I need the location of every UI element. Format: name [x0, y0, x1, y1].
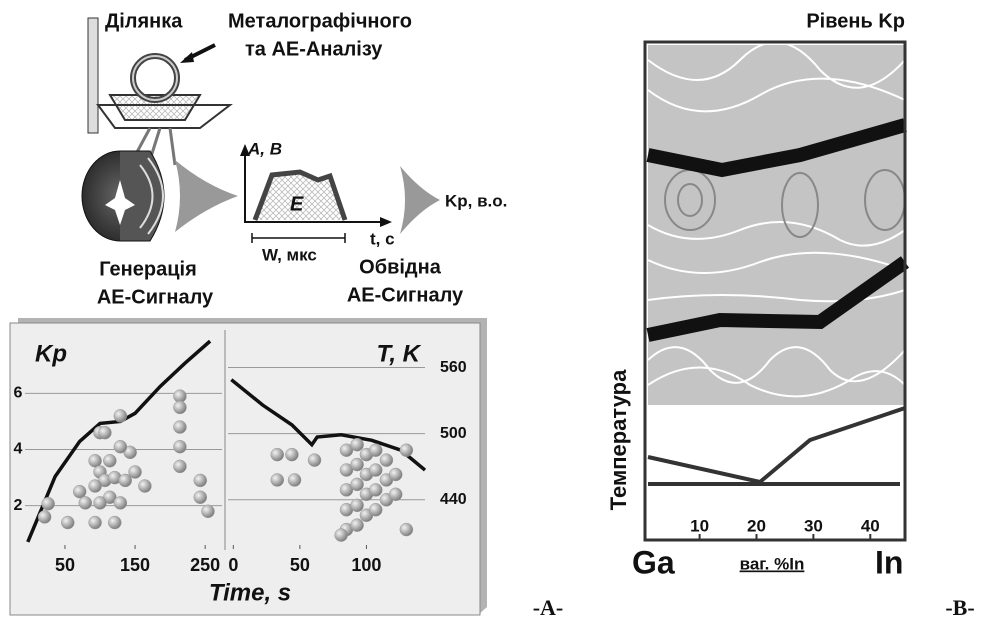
- data-point: [308, 454, 321, 467]
- data-point: [173, 401, 186, 414]
- data-point: [285, 448, 298, 461]
- data-point: [369, 464, 382, 477]
- x-tick-label: 100: [351, 555, 381, 575]
- data-point: [114, 440, 127, 453]
- x-tick-label: 30: [804, 516, 823, 535]
- label: АЕ-Сигналу: [97, 286, 214, 308]
- y-axis-label: Температура: [606, 369, 631, 510]
- data-point: [38, 510, 51, 523]
- label: Kp, в.о.: [445, 191, 507, 210]
- data-point: [61, 516, 74, 529]
- y-axis-label: Kp: [35, 340, 67, 367]
- data-point: [129, 465, 142, 478]
- panel-label: -B-: [945, 595, 974, 620]
- data-point: [194, 491, 207, 504]
- data-point: [108, 516, 121, 529]
- chart-title: Рівень Kp: [806, 10, 905, 32]
- label: Генерація: [99, 258, 197, 280]
- y-tick-label: 6: [14, 385, 23, 402]
- panel-label: -A-: [533, 595, 564, 620]
- data-point: [351, 478, 364, 491]
- data-point: [389, 468, 402, 481]
- data-point: [369, 444, 382, 457]
- data-point: [138, 480, 151, 493]
- data-point: [351, 519, 364, 532]
- data-point: [98, 426, 111, 439]
- y-tick-label: 560: [440, 359, 467, 376]
- y-tick-label: 500: [440, 425, 467, 442]
- data-point: [271, 473, 284, 486]
- x-tick-label: 50: [55, 555, 75, 575]
- data-point: [42, 497, 55, 510]
- data-point: [400, 444, 413, 457]
- label: Обвідна: [359, 256, 442, 278]
- y-tick-label: 440: [440, 491, 467, 508]
- data-point: [351, 438, 364, 451]
- figure: Ділянка Металографічного та АЕ-Аналізу A…: [0, 0, 986, 625]
- x-tick-label: 250: [190, 555, 220, 575]
- data-point: [103, 454, 116, 467]
- data-point: [114, 496, 127, 509]
- y-axis-label: T, K: [376, 340, 421, 367]
- end-label: In: [875, 544, 903, 580]
- data-point: [380, 454, 393, 467]
- x-tick-label: 150: [120, 555, 150, 575]
- data-point: [351, 458, 364, 471]
- data-point: [73, 485, 86, 498]
- data-point: [369, 503, 382, 516]
- label: t, с: [370, 229, 395, 248]
- label: та АЕ-Аналізу: [245, 38, 383, 60]
- data-point: [94, 496, 107, 509]
- label: A, B: [247, 139, 282, 158]
- data-point: [389, 488, 402, 501]
- y-tick-label: 4: [14, 441, 23, 458]
- x-tick-label: 0: [228, 555, 238, 575]
- x-tick-label: 50: [290, 555, 310, 575]
- label: W, мкс: [262, 245, 317, 264]
- x-axis-label: ваг. %In: [740, 554, 805, 573]
- y-tick-label: 2: [14, 497, 23, 514]
- data-point: [351, 499, 364, 512]
- data-point: [201, 505, 214, 518]
- end-label: Ga: [632, 544, 675, 580]
- data-point: [271, 448, 284, 461]
- data-point: [89, 480, 102, 493]
- label: E: [290, 193, 304, 215]
- x-axis-label: Time, s: [209, 579, 291, 606]
- x-tick-label: 40: [861, 516, 880, 535]
- data-point: [173, 440, 186, 453]
- x-tick-label: 20: [747, 516, 766, 535]
- data-point: [400, 523, 413, 536]
- data-point: [369, 483, 382, 496]
- label: Ділянка: [105, 10, 183, 32]
- data-point: [335, 529, 348, 542]
- data-point: [288, 473, 301, 486]
- label: Металографічного: [228, 10, 412, 32]
- data-point: [173, 460, 186, 473]
- data-point: [173, 421, 186, 434]
- data-point: [114, 409, 127, 422]
- data-point: [79, 496, 92, 509]
- label: АЕ-Сигналу: [347, 284, 464, 306]
- contour-map: [645, 42, 905, 540]
- x-tick-label: 10: [690, 516, 709, 535]
- data-point: [194, 474, 207, 487]
- data-point: [89, 516, 102, 529]
